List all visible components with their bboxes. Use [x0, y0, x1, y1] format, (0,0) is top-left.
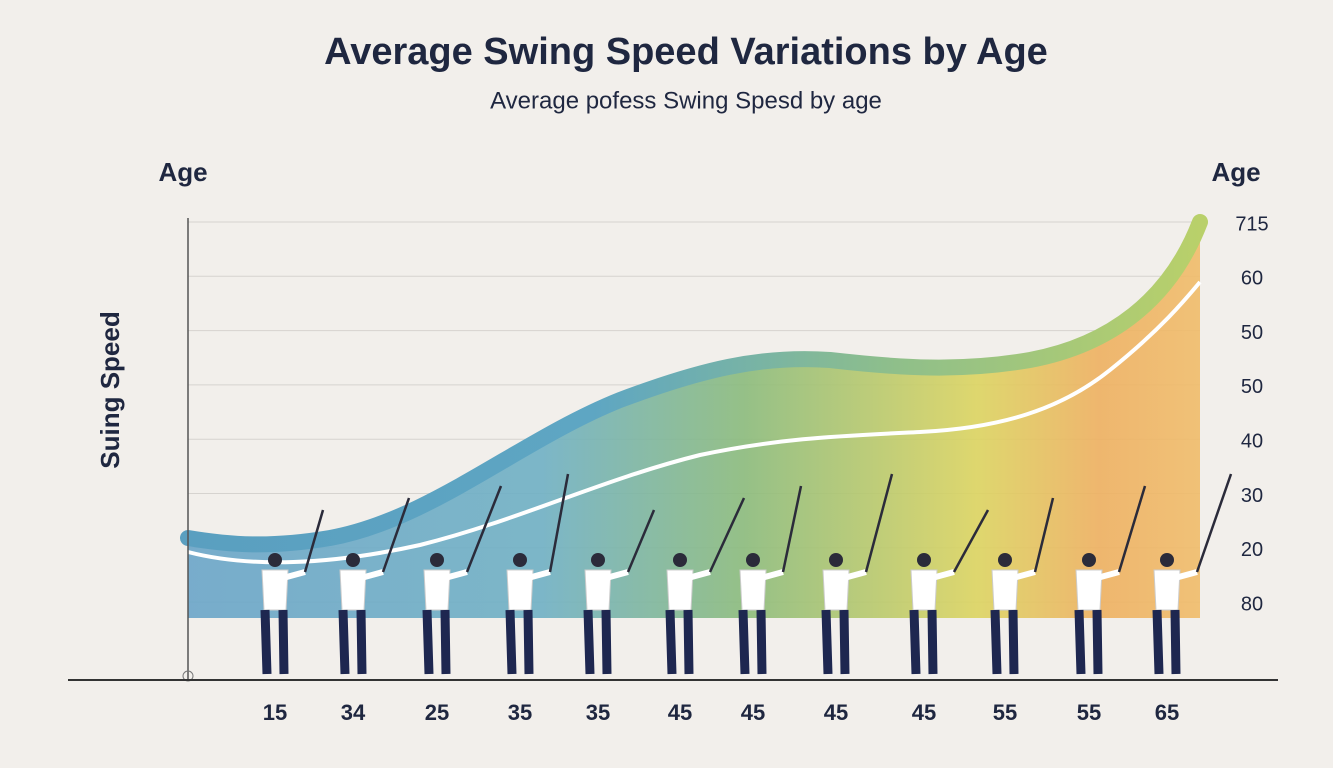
golfer-arm: [1012, 569, 1036, 581]
golfer: [738, 485, 803, 675]
golfer: [338, 497, 411, 675]
golfer: [1152, 473, 1233, 675]
golfer-arm: [1096, 569, 1120, 581]
right-axis-label: 80: [1241, 593, 1263, 615]
golfer-club: [548, 473, 570, 573]
title: Average Swing Speed Variations by Age: [324, 31, 1048, 73]
golfer-club: [864, 473, 894, 573]
golfer-club: [708, 497, 746, 573]
golfer-arm: [931, 569, 955, 581]
golfer-club: [381, 497, 411, 573]
golfer-legs: [422, 609, 451, 675]
golfer: [909, 509, 990, 675]
left-label: Age: [158, 157, 207, 187]
x-label: 35: [508, 700, 532, 725]
golfer-legs: [665, 609, 694, 675]
right-label: Age: [1211, 157, 1260, 187]
golfer-legs: [505, 609, 534, 675]
golfer-legs: [338, 609, 367, 675]
x-label: 34: [341, 700, 366, 725]
golfer-arm: [282, 569, 306, 581]
golfer: [1074, 485, 1147, 675]
speed-curve: [180, 214, 1208, 553]
golfer-club: [465, 485, 503, 573]
x-label: 45: [668, 700, 692, 725]
x-label: 55: [993, 700, 1017, 725]
golfer-legs: [738, 609, 767, 675]
golfer: [665, 497, 746, 675]
golfer-head: [268, 553, 282, 567]
y-axis-label: Suing Speed: [95, 311, 125, 468]
golfer-head: [917, 553, 931, 567]
golfer: [990, 497, 1055, 675]
golfer-arm: [605, 569, 629, 581]
golfer-legs: [990, 609, 1019, 675]
golfer-club: [303, 509, 325, 573]
golfer-head: [673, 553, 687, 567]
golfer-head: [591, 553, 605, 567]
golfer-club: [1033, 497, 1055, 573]
speed-line: [187, 280, 1202, 565]
golfer: [583, 509, 656, 675]
golfer-head: [513, 553, 527, 567]
right-axis-label: 50: [1241, 322, 1263, 344]
golfer-head: [1082, 553, 1096, 567]
golfer-head: [829, 553, 843, 567]
golfer-arm: [527, 569, 551, 581]
x-label: 35: [586, 700, 610, 725]
x-label: 45: [741, 700, 765, 725]
speed-area: [188, 222, 1200, 618]
golfer-legs: [821, 609, 850, 675]
right-axis-label: 30: [1241, 485, 1263, 507]
golfer: [422, 485, 503, 675]
golfer-club: [626, 509, 656, 573]
golfer: [505, 473, 570, 675]
golfer-arm: [360, 569, 384, 581]
golfer-arm: [444, 569, 468, 581]
golfer-head: [746, 553, 760, 567]
golfer-arm: [687, 569, 711, 581]
x-label: 65: [1155, 700, 1179, 725]
right-axis-label: 715: [1235, 213, 1268, 235]
right-axis-label: 50: [1241, 376, 1263, 398]
golfer-legs: [1152, 609, 1181, 675]
golfer-arm: [760, 569, 784, 581]
x-label: 55: [1077, 700, 1101, 725]
golfer-head: [1160, 553, 1174, 567]
x-label: 15: [263, 700, 287, 725]
golfer-legs: [583, 609, 612, 675]
golfer-legs: [1074, 609, 1103, 675]
golfer-head: [430, 553, 444, 567]
right-axis-label: 60: [1241, 268, 1263, 290]
right-axis-label: 40: [1241, 430, 1263, 452]
golfer-head: [346, 553, 360, 567]
golfer-club: [952, 509, 990, 573]
golfer-arm: [843, 569, 867, 581]
golfer-club: [781, 485, 803, 573]
golfer-legs: [909, 609, 938, 675]
golfer-legs: [260, 609, 289, 675]
golfer: [821, 473, 894, 675]
x-label: 25: [425, 700, 449, 725]
x-label: 45: [912, 700, 936, 725]
golfer-club: [1195, 473, 1233, 573]
golfers: [260, 473, 1233, 675]
golfer-club: [1117, 485, 1147, 573]
golfer-arm: [1174, 569, 1198, 581]
right-axis-label: 20: [1241, 539, 1263, 561]
golfer: [260, 509, 325, 675]
subtitle: Average pofess Swing Spesd by age: [490, 87, 882, 114]
golfer-head: [998, 553, 1012, 567]
x-label: 45: [824, 700, 848, 725]
